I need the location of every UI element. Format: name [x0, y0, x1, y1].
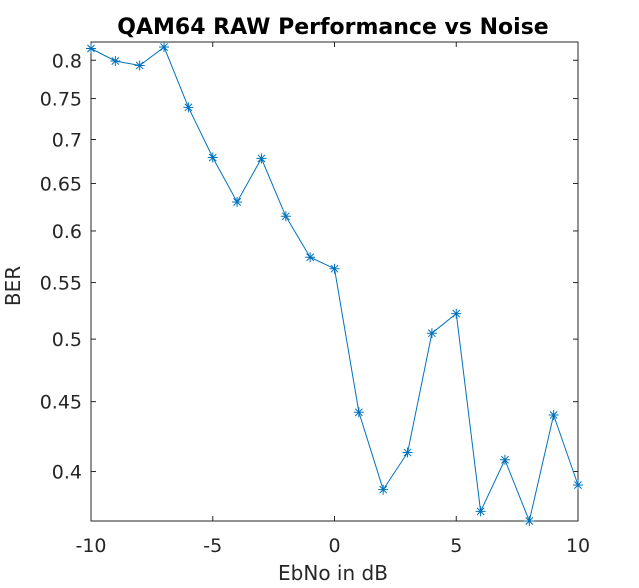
x-tick-label: 10 [566, 535, 590, 557]
data-point-marker [305, 252, 316, 263]
data-point-marker [548, 409, 559, 420]
data-point-marker [451, 308, 462, 319]
data-point-marker [86, 43, 96, 54]
x-tick-label: 5 [450, 535, 462, 557]
data-point-marker [573, 480, 583, 491]
y-tick-label: 0.75 [40, 89, 82, 111]
y-tick-label: 0.55 [40, 273, 82, 295]
data-point-marker [499, 454, 510, 465]
y-tick-label: 0.5 [52, 329, 82, 351]
data-point-marker [183, 102, 194, 113]
y-tick-label: 0.7 [52, 129, 82, 151]
data-point-marker [475, 506, 486, 517]
y-tick-label: 0.65 [40, 173, 82, 195]
data-point-marker [207, 152, 218, 163]
data-point-marker [378, 484, 389, 495]
x-tick-label: -5 [203, 535, 222, 557]
y-tick-label: 0.4 [52, 462, 82, 484]
plot-area: -10 -5 0 5 10 0.4 0.45 0.5 0.55 0.6 0.65 0.7 0.75 0.8 [40, 41, 590, 557]
data-point-marker [232, 197, 243, 208]
data-point-marker [524, 516, 535, 526]
x-tick-label: -10 [75, 535, 106, 557]
data-point-marker [110, 56, 121, 67]
y-axis-label: BER [1, 266, 25, 306]
data-point-marker [329, 263, 340, 274]
data-point-marker [256, 153, 267, 164]
data-point-marker [280, 211, 291, 222]
data-point-marker [402, 447, 413, 458]
data-point-marker [159, 42, 170, 53]
y-tick-label: 0.8 [52, 50, 82, 72]
chart-title: QAM64 RAW Performance vs Noise [117, 15, 548, 40]
data-point-marker [353, 407, 364, 418]
y-tick-label: 0.45 [40, 392, 82, 414]
y-tick-label: 0.6 [52, 221, 82, 243]
x-axis-label: EbNo in dB [278, 561, 388, 585]
x-tick-label: 0 [328, 535, 340, 557]
data-point-marker [426, 328, 437, 339]
data-point-marker [134, 60, 145, 71]
